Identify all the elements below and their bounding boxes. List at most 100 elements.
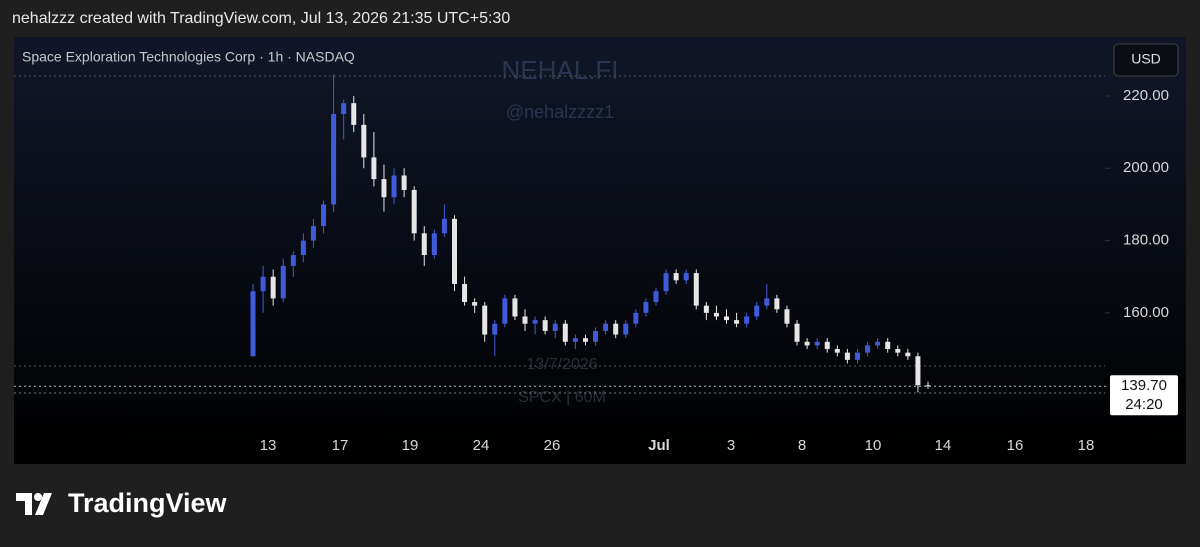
candle-body <box>844 352 850 360</box>
candle-body <box>411 189 417 234</box>
watermark-symbol: SPCX | 60M <box>518 389 606 406</box>
candle-body <box>300 240 306 256</box>
candle-body <box>310 226 316 241</box>
candle-body <box>321 204 327 227</box>
candle-body <box>653 291 659 303</box>
candle-body <box>391 175 397 198</box>
candle-body <box>895 349 901 353</box>
x-tick-label: 3 <box>727 437 735 454</box>
candle-body <box>703 305 709 313</box>
candle-body <box>593 330 599 342</box>
currency-label[interactable]: USD <box>1131 51 1161 67</box>
candle-body <box>522 316 528 324</box>
x-tick-label: 13 <box>260 437 277 454</box>
x-tick-label: 26 <box>544 437 561 454</box>
candle-body <box>643 302 649 313</box>
candle-body <box>764 298 770 306</box>
candle-body <box>512 298 518 317</box>
candle-body <box>885 341 891 350</box>
y-tick-label: 160.00 <box>1123 304 1169 321</box>
candle-body <box>451 218 457 284</box>
x-tick-label: Jul <box>648 437 670 454</box>
x-tick-label: 17 <box>332 437 349 454</box>
candle-body <box>623 323 629 335</box>
currency-button[interactable] <box>1113 43 1179 77</box>
candle-body <box>532 320 538 324</box>
x-tick-label: 8 <box>798 437 806 454</box>
candle-body <box>421 233 427 256</box>
candle-body <box>603 323 609 331</box>
candle-body <box>693 273 699 306</box>
footer: TradingView <box>16 488 227 519</box>
chart-title: Space Exploration Technologies Corp · 1h… <box>22 49 355 65</box>
candle-body <box>784 309 790 324</box>
x-tick-label: 10 <box>865 437 882 454</box>
candle-body <box>250 291 256 357</box>
candle-body <box>401 175 407 190</box>
candle-body <box>582 338 588 342</box>
candle-body <box>915 356 921 386</box>
candle-body <box>462 283 468 303</box>
watermark-handle: @nehalzzzz1 <box>506 102 614 122</box>
candle-body <box>552 323 558 331</box>
candle-body <box>542 320 548 331</box>
x-tick-label: 18 <box>1078 437 1095 454</box>
x-tick-label: 24 <box>473 437 490 454</box>
candle-body <box>280 265 286 299</box>
y-tick-label: 200.00 <box>1123 159 1169 176</box>
candle-body <box>804 341 810 346</box>
x-tick-label: 16 <box>1007 437 1024 454</box>
candle-body <box>482 305 488 335</box>
last-price-box <box>1110 375 1178 416</box>
candle-body <box>371 157 377 180</box>
candle-body <box>381 179 387 198</box>
last-price-label: 139.70 <box>1121 377 1167 394</box>
candle-body <box>633 312 639 324</box>
candle-body <box>834 349 840 353</box>
candle-body <box>673 273 679 281</box>
candle-body <box>663 273 669 292</box>
candle-body <box>331 114 337 205</box>
candle-body <box>724 316 730 321</box>
candle-body <box>270 276 276 299</box>
candle-body <box>290 255 296 266</box>
candle-body <box>441 218 447 234</box>
candle-body <box>260 276 266 292</box>
y-tick-label: 180.00 <box>1123 232 1169 249</box>
candle-body <box>562 323 568 342</box>
candle-body <box>794 323 800 342</box>
y-tick-label: 220.00 <box>1123 87 1169 104</box>
brand-name: TradingView <box>68 488 227 518</box>
brand-logo <box>16 492 52 515</box>
candle-body <box>351 103 357 125</box>
candle-body <box>925 385 931 387</box>
candle-body <box>854 352 860 360</box>
candle-body <box>361 124 367 158</box>
candle-body <box>492 323 498 335</box>
candle-body <box>341 103 347 115</box>
candle-body <box>754 305 760 317</box>
candle-body <box>613 323 619 335</box>
candle-body <box>865 345 871 353</box>
candle-body <box>431 233 437 256</box>
candle-body <box>744 316 750 324</box>
candle-body <box>824 341 830 350</box>
countdown-label: 24:20 <box>1125 396 1163 413</box>
candle-body <box>572 338 578 342</box>
candle-body <box>734 320 740 324</box>
candle-body <box>875 341 881 346</box>
x-tick-label: 14 <box>935 437 952 454</box>
candle-body <box>814 341 820 346</box>
candle-body <box>905 352 911 357</box>
watermark-name: NEHAL.FI <box>501 55 618 85</box>
x-tick-label: 19 <box>402 437 419 454</box>
candle-body <box>713 312 719 317</box>
header-text: nehalzzz created with TradingView.com, J… <box>12 10 511 27</box>
watermark-date: 13/7/2026 <box>526 356 597 373</box>
candle-body <box>502 298 508 324</box>
candle-body <box>472 302 478 306</box>
candle-body <box>774 298 780 310</box>
candle-body <box>683 273 689 281</box>
